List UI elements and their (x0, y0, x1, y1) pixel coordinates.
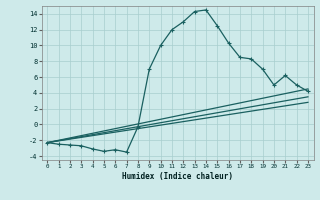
X-axis label: Humidex (Indice chaleur): Humidex (Indice chaleur) (122, 172, 233, 181)
